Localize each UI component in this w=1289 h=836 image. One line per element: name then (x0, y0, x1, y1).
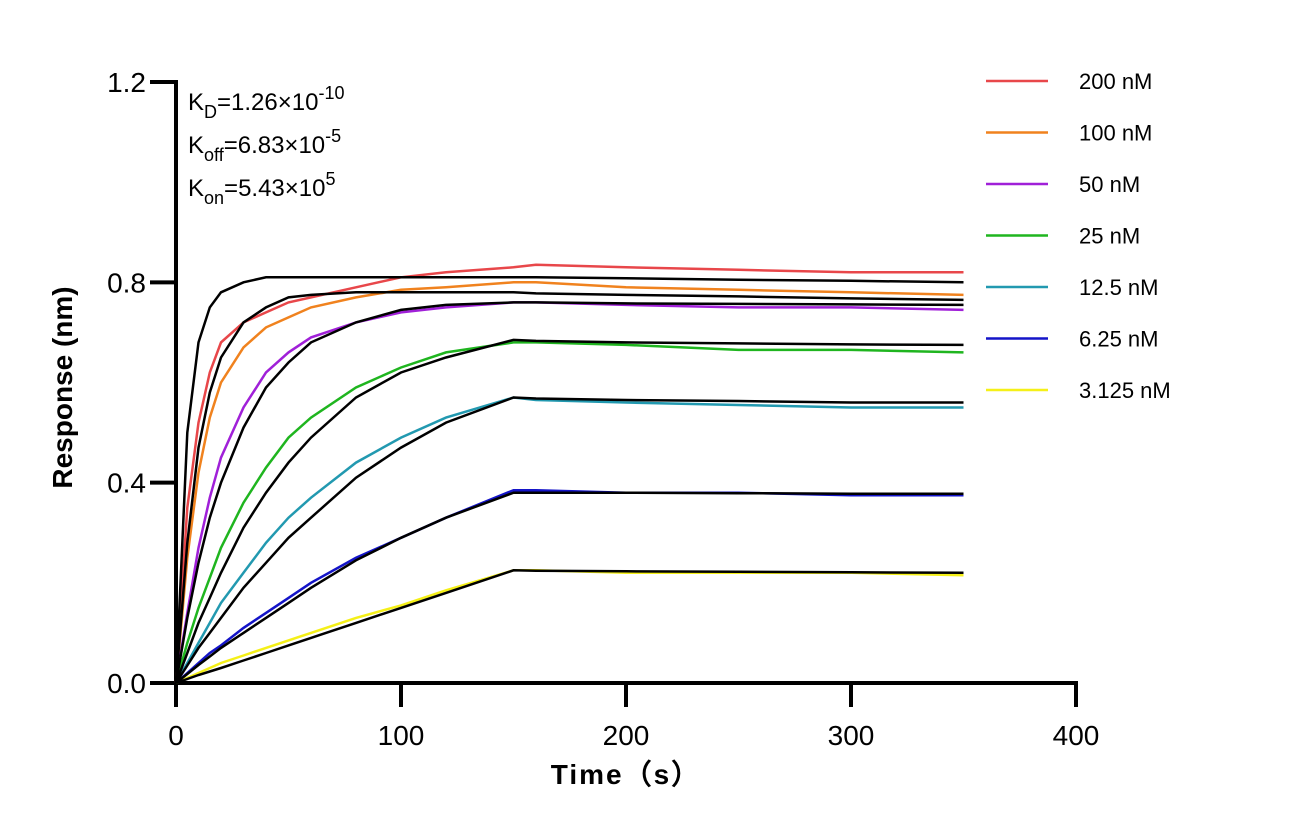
legend-label: 200 nM (1079, 69, 1152, 94)
annotation-value: =1.26×10 (217, 89, 318, 116)
data-line (174, 263, 964, 684)
annotation-symbol: K (188, 175, 204, 202)
annotation-subscript: D (204, 102, 217, 122)
data-line (175, 488, 964, 684)
fit-line (175, 491, 964, 684)
fit-line (175, 569, 964, 685)
fit-line (174, 338, 964, 684)
y-axis-title: Response (nm) (47, 286, 78, 488)
annotation: KD=1.26×10-10 (188, 83, 344, 122)
annotation-symbol: K (188, 89, 204, 116)
data-line (174, 301, 964, 684)
legend-label: 12.5 nM (1079, 275, 1159, 300)
y-tick-label: 1.2 (107, 67, 146, 98)
annotation-value: =6.83×10 (224, 132, 325, 159)
annotation-exponent: 5 (325, 169, 335, 189)
annotation-exponent: -5 (325, 126, 341, 146)
data-line (174, 281, 964, 684)
data-line (174, 341, 964, 684)
x-tick-label: 100 (378, 720, 425, 751)
y-tick-label: 0.8 (107, 267, 146, 298)
annotation: Kon=5.43×105 (188, 169, 336, 208)
x-tick-label: 400 (1053, 720, 1100, 751)
annotation-value: =5.43×10 (224, 175, 325, 202)
annotation-subscript: off (204, 145, 225, 165)
data-line (175, 569, 964, 685)
legend-label: 50 nM (1079, 172, 1140, 197)
fit-line (174, 301, 964, 684)
legend-label: 100 nM (1079, 121, 1152, 146)
x-axis-title: Time（s） (551, 758, 701, 790)
x-tick-label: 0 (168, 720, 184, 751)
data-line (174, 396, 964, 684)
annotation-symbol: K (188, 132, 204, 159)
annotation-exponent: -10 (318, 83, 344, 103)
legend-label: 6.25 nM (1079, 327, 1159, 352)
y-tick-label: 0.4 (107, 468, 146, 499)
legend-label: 3.125 nM (1079, 378, 1171, 403)
y-tick-label: 0.0 (107, 668, 146, 699)
annotation-subscript: on (204, 188, 224, 208)
fit-line (174, 291, 964, 684)
fit-line (174, 396, 964, 684)
legend-label: 25 nM (1079, 224, 1140, 249)
fit-line (174, 276, 964, 684)
x-tick-label: 200 (603, 720, 650, 751)
annotation: Koff=6.83×10-5 (188, 126, 341, 165)
x-tick-label: 300 (828, 720, 875, 751)
